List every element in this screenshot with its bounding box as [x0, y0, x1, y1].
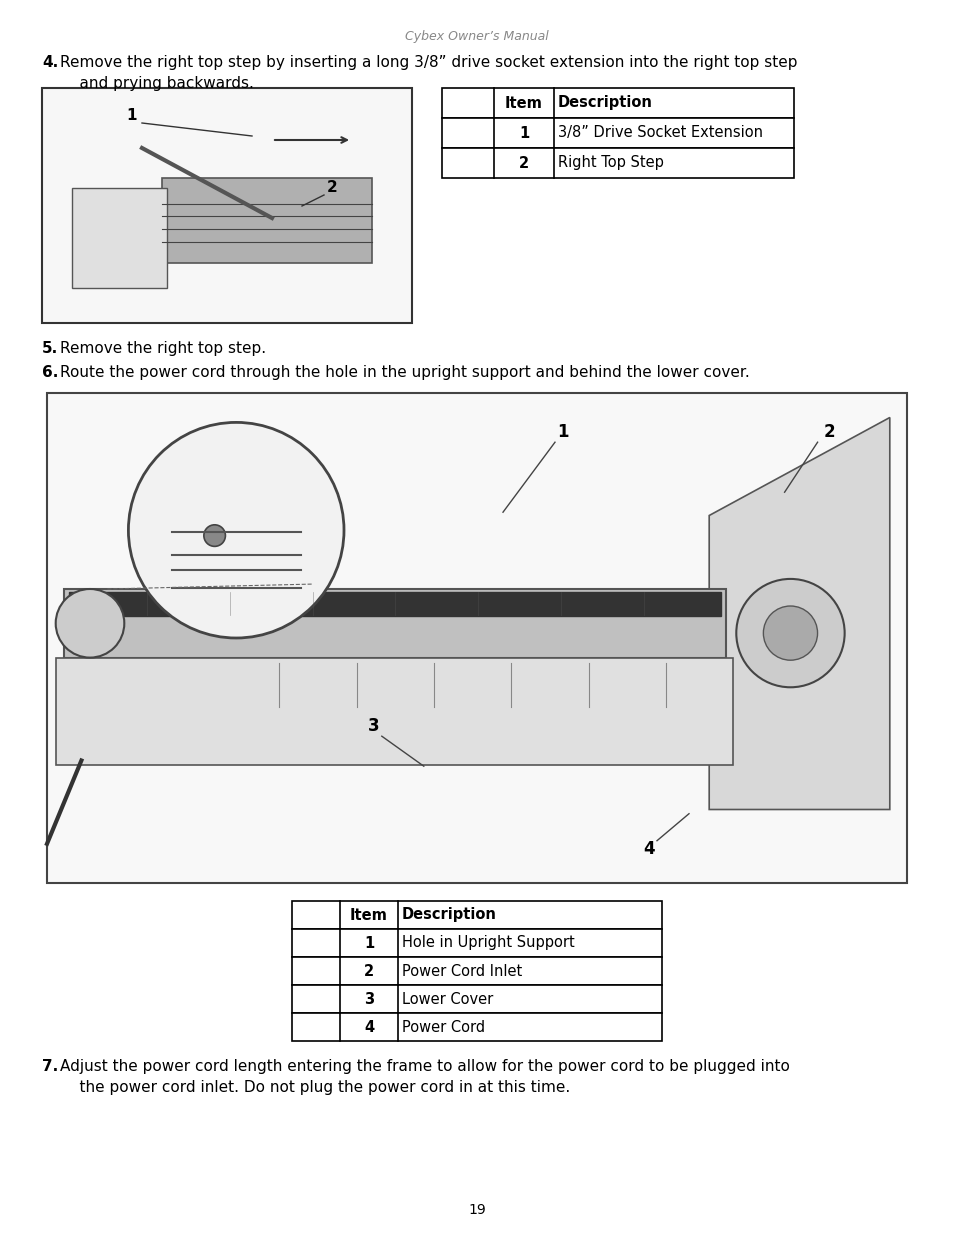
Bar	[292, 902, 661, 929]
Text: 1: 1	[557, 424, 568, 441]
Text: 2: 2	[363, 963, 374, 978]
Bar	[292, 986, 661, 1013]
Text: 6.: 6.	[42, 366, 58, 380]
Polygon shape	[71, 188, 167, 288]
Text: 1: 1	[363, 935, 374, 951]
Circle shape	[55, 589, 124, 657]
Text: 4: 4	[363, 1020, 374, 1035]
Text: 3: 3	[368, 718, 379, 735]
Polygon shape	[162, 178, 372, 263]
Text: Route the power cord through the hole in the upright support and behind the lowe: Route the power cord through the hole in…	[60, 366, 749, 380]
Circle shape	[736, 579, 843, 688]
Bar	[292, 957, 661, 986]
Text: Item: Item	[350, 908, 388, 923]
Circle shape	[204, 525, 225, 546]
Bar	[64, 589, 725, 657]
Bar	[441, 148, 793, 178]
Text: Power Cord Inlet: Power Cord Inlet	[401, 963, 521, 978]
Text: 5.: 5.	[42, 341, 58, 356]
Text: Right Top Step: Right Top Step	[558, 156, 663, 170]
Bar	[70, 592, 720, 616]
Text: Power Cord: Power Cord	[401, 1020, 485, 1035]
Bar	[292, 929, 661, 957]
Bar	[42, 88, 412, 324]
Text: 3/8” Drive Socket Extension: 3/8” Drive Socket Extension	[558, 126, 762, 141]
Circle shape	[762, 606, 817, 661]
Text: 2: 2	[518, 156, 529, 170]
Text: 2: 2	[823, 424, 835, 441]
Bar	[56, 657, 733, 766]
Text: 1: 1	[518, 126, 529, 141]
Text: Description: Description	[558, 95, 652, 110]
Text: Adjust the power cord length entering the frame to allow for the power cord to b: Adjust the power cord length entering th…	[60, 1058, 789, 1095]
Bar	[441, 88, 793, 119]
Text: Remove the right top step.: Remove the right top step.	[60, 341, 266, 356]
Bar	[441, 119, 793, 148]
Text: Cybex Owner’s Manual: Cybex Owner’s Manual	[405, 30, 548, 43]
Text: 2: 2	[326, 180, 337, 195]
Text: 7.: 7.	[42, 1058, 58, 1074]
Text: Lower Cover: Lower Cover	[401, 992, 493, 1007]
Text: 4: 4	[642, 840, 654, 857]
Bar	[47, 393, 906, 883]
Text: Description: Description	[401, 908, 497, 923]
Text: 1: 1	[127, 109, 137, 124]
Text: 19: 19	[468, 1203, 485, 1216]
Bar	[292, 1013, 661, 1041]
Text: 3: 3	[363, 992, 374, 1007]
Text: Item: Item	[504, 95, 542, 110]
Text: 4.: 4.	[42, 56, 58, 70]
Circle shape	[129, 422, 344, 638]
Text: Hole in Upright Support: Hole in Upright Support	[401, 935, 574, 951]
Polygon shape	[708, 417, 889, 809]
Text: Remove the right top step by inserting a long 3/8” drive socket extension into t: Remove the right top step by inserting a…	[60, 56, 797, 91]
